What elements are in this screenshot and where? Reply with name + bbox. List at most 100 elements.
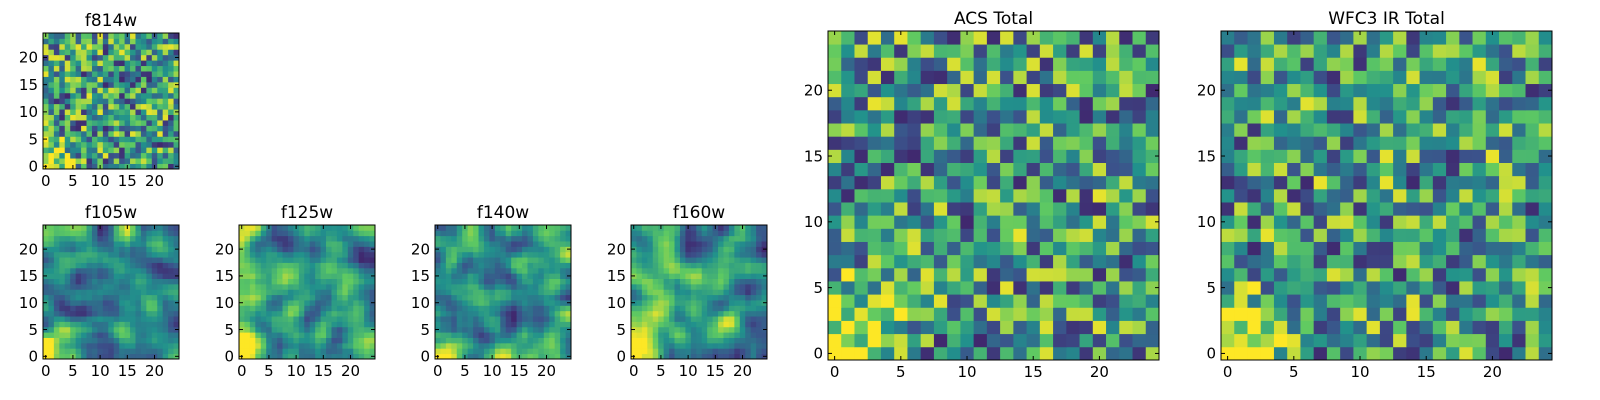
heatmap-cell — [64, 76, 71, 83]
heatmap-cell — [140, 273, 147, 279]
heatmap-cell — [1119, 162, 1133, 177]
heatmap-cell — [1079, 215, 1094, 229]
heatmap-cell — [647, 353, 654, 360]
heatmap-cell — [146, 87, 153, 94]
heatmap-cell — [162, 71, 169, 77]
heatmap-cell — [1313, 123, 1328, 137]
heatmap-cell — [745, 225, 752, 231]
heatmap-cell — [483, 230, 490, 237]
heatmap-cell — [59, 98, 66, 105]
heatmap-cell — [712, 310, 719, 317]
heatmap-cell — [1393, 31, 1407, 45]
heatmap-cell — [97, 81, 104, 88]
heatmap-cell — [734, 283, 741, 290]
heatmap-cell — [326, 230, 332, 237]
heatmap-cell — [701, 273, 708, 279]
heatmap-cell — [140, 257, 147, 263]
heatmap-cell — [641, 305, 648, 312]
heatmap-cell — [64, 141, 71, 148]
heatmap-cell — [255, 283, 262, 290]
heatmap-cell — [750, 337, 757, 344]
heatmap-cell — [549, 283, 556, 290]
heatmap-cell — [277, 283, 283, 290]
heatmap-cell — [48, 54, 55, 61]
heatmap-cell — [841, 136, 855, 150]
heatmap-cell — [1287, 202, 1301, 216]
heatmap-cell — [239, 305, 245, 312]
heatmap-cell — [500, 251, 507, 258]
heatmap-cell — [647, 300, 654, 306]
heatmap-cell — [119, 87, 125, 94]
heatmap-cell — [728, 283, 735, 290]
heatmap-cell — [326, 321, 332, 328]
heatmap-cell — [293, 294, 300, 301]
heatmap-cell — [511, 300, 517, 306]
heatmap-cell — [1106, 70, 1120, 85]
heatmap-cell — [146, 289, 153, 296]
heatmap-cell — [636, 305, 643, 312]
heatmap-cell — [162, 353, 169, 360]
heatmap-cell — [336, 316, 343, 322]
heatmap-cell — [113, 147, 120, 154]
heatmap-cell — [124, 326, 131, 333]
heatmap-cell — [304, 246, 311, 253]
heatmap-cell — [315, 353, 321, 360]
heatmap-cell — [309, 310, 316, 317]
heatmap-cell — [739, 342, 746, 349]
heatmap-cell — [81, 353, 87, 360]
heatmap-cell — [1287, 215, 1301, 229]
heatmap-cell — [679, 273, 686, 279]
heatmap-cell — [1393, 202, 1407, 216]
heatmap-cell — [140, 310, 147, 317]
heatmap-cell — [1538, 307, 1553, 321]
heatmap-cell — [59, 267, 66, 274]
heatmap-cell — [440, 230, 447, 237]
y-tick-label: 5 — [616, 321, 626, 339]
heatmap-cell — [244, 305, 251, 312]
heatmap-cell — [1538, 202, 1553, 216]
heatmap-cell — [347, 235, 354, 242]
heatmap-cell — [86, 81, 93, 88]
heatmap-cell — [1273, 70, 1288, 85]
heatmap-cell — [669, 257, 675, 263]
heatmap-cell — [522, 283, 528, 290]
heatmap-cell — [1066, 83, 1080, 98]
heatmap-cell — [701, 289, 708, 296]
heatmap-cell — [108, 337, 115, 344]
heatmap-cell — [1419, 294, 1434, 308]
heatmap-cell — [445, 246, 452, 253]
heatmap-cell — [298, 348, 305, 355]
heatmap-cell — [1000, 31, 1014, 45]
heatmap-cell — [298, 332, 305, 338]
heatmap-cell — [734, 294, 741, 301]
heatmap-cell — [1221, 31, 1235, 45]
heatmap-cell — [157, 120, 164, 126]
heatmap-cell — [631, 251, 637, 258]
heatmap-cell — [907, 96, 922, 111]
heatmap-cell — [723, 241, 730, 247]
heatmap-cell — [960, 346, 975, 361]
heatmap-cell — [631, 289, 637, 296]
heatmap-cell — [445, 342, 452, 349]
heatmap-cell — [1000, 96, 1014, 111]
x-tick-label: 15 — [1024, 363, 1043, 381]
heatmap-cell — [745, 267, 752, 274]
heatmap-cell — [347, 326, 354, 333]
heatmap-cell — [1538, 241, 1553, 256]
heatmap-cell — [1106, 83, 1120, 98]
x-tick-label: 10 — [679, 362, 698, 380]
heatmap-cell — [658, 241, 665, 247]
heatmap-cell — [151, 348, 158, 355]
heatmap-cell — [326, 257, 332, 263]
heatmap-cell — [1260, 346, 1275, 361]
heatmap-cell — [1525, 215, 1540, 229]
heatmap-cell — [157, 289, 164, 296]
heatmap-cell — [701, 225, 708, 231]
heatmap-cell — [451, 278, 458, 285]
heatmap-cell — [652, 251, 659, 258]
heatmap-cell — [146, 120, 153, 126]
heatmap-cell — [538, 348, 545, 355]
heatmap-cell — [750, 257, 757, 263]
heatmap-cell — [1512, 307, 1526, 321]
heatmap-cell — [91, 310, 98, 317]
